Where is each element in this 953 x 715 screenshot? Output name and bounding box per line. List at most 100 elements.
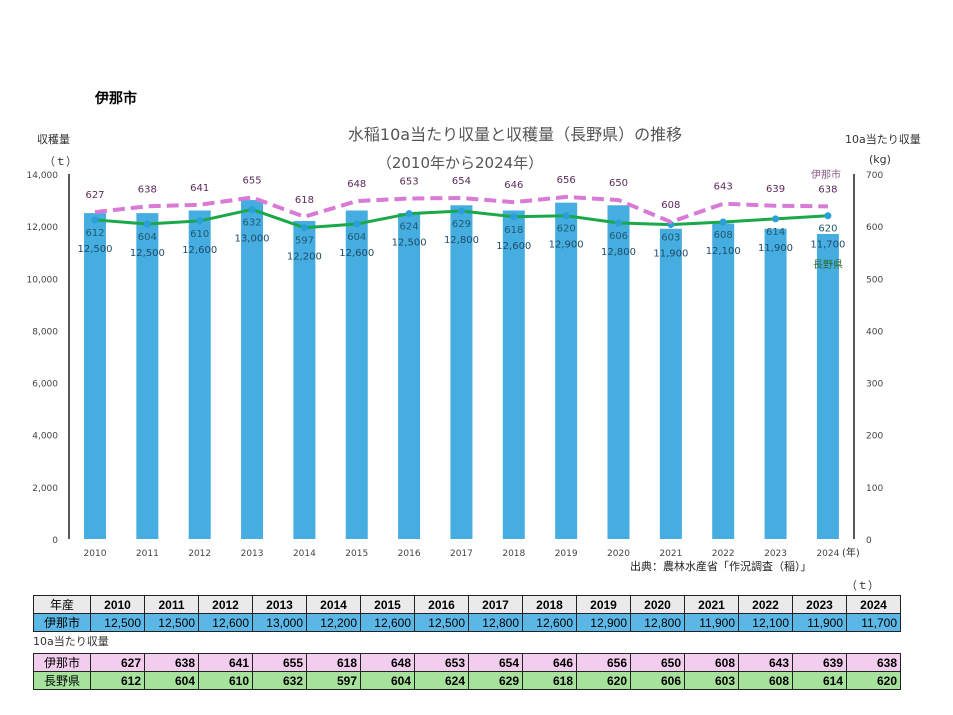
bar-2021	[659, 228, 682, 539]
row-label: 長野県	[33, 671, 91, 690]
harvest-data-label: 11,900	[653, 249, 688, 260]
yield-cell: 608	[738, 671, 793, 690]
yield-cell: 618	[522, 671, 577, 690]
right-tick-label: 100	[866, 484, 883, 494]
yield-cell: 614	[792, 671, 847, 690]
x-tick-label: 2015	[345, 549, 368, 559]
x-tick-label: 2010	[84, 549, 107, 559]
year-cell: 2012	[198, 595, 253, 614]
point-nagano	[143, 220, 151, 228]
point-nagano	[405, 210, 413, 218]
chart-title: 水稲10a当たり収量と収穫量（長野県）の推移	[348, 125, 682, 144]
legend-nagano: 長野県	[813, 259, 843, 271]
harvest-data-label: 12,600	[339, 248, 374, 259]
yield-cell: 638	[846, 653, 901, 672]
harvest-data-label: 13,000	[235, 233, 270, 244]
harvest-data-label: 11,700	[810, 240, 845, 251]
bar-2018	[502, 210, 525, 539]
right-tick-label: 700	[866, 171, 883, 181]
harvest-cell: 12,200	[306, 613, 361, 632]
yield-cell: 638	[144, 653, 199, 672]
yield-cell: 639	[792, 653, 847, 672]
harvest-cell: 12,900	[576, 613, 631, 632]
yield-cell: 654	[468, 653, 523, 672]
yield-cell: 655	[252, 653, 307, 672]
harvest-cell: 12,600	[198, 613, 253, 632]
x-tick-label: 2017	[450, 549, 473, 559]
harvest-cell: 13,000	[252, 613, 307, 632]
ina-yield-label: 654	[452, 176, 471, 187]
x-tick-label: 2014	[293, 549, 316, 559]
yield-table: 伊那市 627 638 641 655 618 648 653 654 646 656 650 608 6…	[33, 653, 901, 690]
left-axis-label: 収穫量	[37, 133, 70, 146]
yield-cell: 608	[684, 653, 739, 672]
point-nagano	[91, 216, 99, 224]
point-nagano	[248, 205, 256, 213]
yield-cell: 632	[252, 671, 307, 690]
point-nagano	[510, 213, 518, 221]
year-cell: 2017	[468, 595, 523, 614]
nagano-yield-label: 606	[609, 231, 628, 242]
year-cell: 2021	[684, 595, 739, 614]
nagano-yield-label: 603	[661, 233, 680, 244]
yield-cell: 603	[684, 671, 739, 690]
right-tick-label: 0	[866, 536, 872, 546]
left-tick-label: 4,000	[32, 432, 58, 442]
point-nagano	[300, 224, 308, 232]
left-tick-label: 10,000	[27, 275, 59, 285]
harvest-data-label: 12,900	[549, 240, 584, 251]
x-tick-label: 2019	[555, 549, 578, 559]
point-nagano	[196, 217, 204, 225]
ina-yield-label: 641	[190, 183, 209, 194]
year-cell: 2011	[144, 595, 199, 614]
left-tick-label: 6,000	[32, 380, 58, 390]
yield-cell: 629	[468, 671, 523, 690]
harvest-data-label: 12,800	[444, 235, 479, 246]
left-tick-label: 0	[52, 536, 58, 546]
right-tick-label: 600	[866, 223, 883, 233]
legend-ina: 伊那市	[811, 168, 841, 181]
point-nagano	[457, 207, 465, 215]
bar-2013	[241, 200, 264, 540]
chart-subtitle: （2010年から2024年）	[377, 154, 543, 172]
right-tick-label: 400	[866, 327, 883, 337]
year-cell: 2022	[738, 595, 793, 614]
row-label: 伊那市	[33, 613, 91, 632]
yield-cell: 646	[522, 653, 577, 672]
yield-cell: 627	[90, 653, 145, 672]
table-unit: （ｔ）	[846, 579, 879, 592]
yield-cell: 650	[630, 653, 685, 672]
harvest-cell: 11,900	[792, 613, 847, 632]
bar-2012	[188, 210, 211, 539]
ina-yield-label: 655	[243, 175, 262, 186]
nagano-yield-label: 620	[818, 224, 837, 235]
point-nagano	[615, 219, 622, 227]
yield-cell: 612	[90, 671, 145, 690]
yield-cell: 618	[306, 653, 361, 672]
ina-yield-label: 639	[766, 184, 785, 195]
bar-2024	[816, 233, 839, 539]
bar-2014	[293, 220, 316, 539]
yield-cell: 610	[198, 671, 253, 690]
bar-2010	[84, 213, 106, 539]
ina-yield-label: 618	[295, 195, 314, 206]
year-cell: 2019	[576, 595, 631, 614]
right-tick-label: 200	[866, 432, 883, 442]
nagano-yield-label: 608	[714, 230, 733, 241]
x-axis-unit: (年)	[842, 546, 860, 559]
year-cell: 2018	[522, 595, 577, 614]
bar-2011	[136, 213, 159, 539]
nagano-yield-label: 624	[400, 222, 419, 233]
harvest-cell: 12,500	[90, 613, 145, 632]
year-cell: 2014	[306, 595, 361, 614]
left-axis-unit: （ｔ）	[44, 155, 77, 168]
x-tick-label: 2016	[398, 549, 421, 559]
bar-2015	[345, 210, 368, 539]
x-tick-label: 2012	[188, 549, 211, 559]
left-tick-label: 2,000	[32, 484, 58, 494]
source-note: 出典：農林水産省「作況調査（稲）」	[630, 559, 812, 573]
row-label: 伊那市	[33, 653, 91, 672]
ina-yield-label: 638	[818, 184, 837, 195]
year-cell: 2020	[630, 595, 685, 614]
